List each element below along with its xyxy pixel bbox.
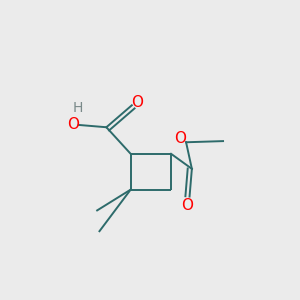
Text: O: O — [174, 131, 186, 146]
Text: O: O — [181, 198, 193, 213]
Text: H: H — [72, 100, 83, 115]
Text: O: O — [67, 117, 79, 132]
Text: O: O — [132, 95, 144, 110]
